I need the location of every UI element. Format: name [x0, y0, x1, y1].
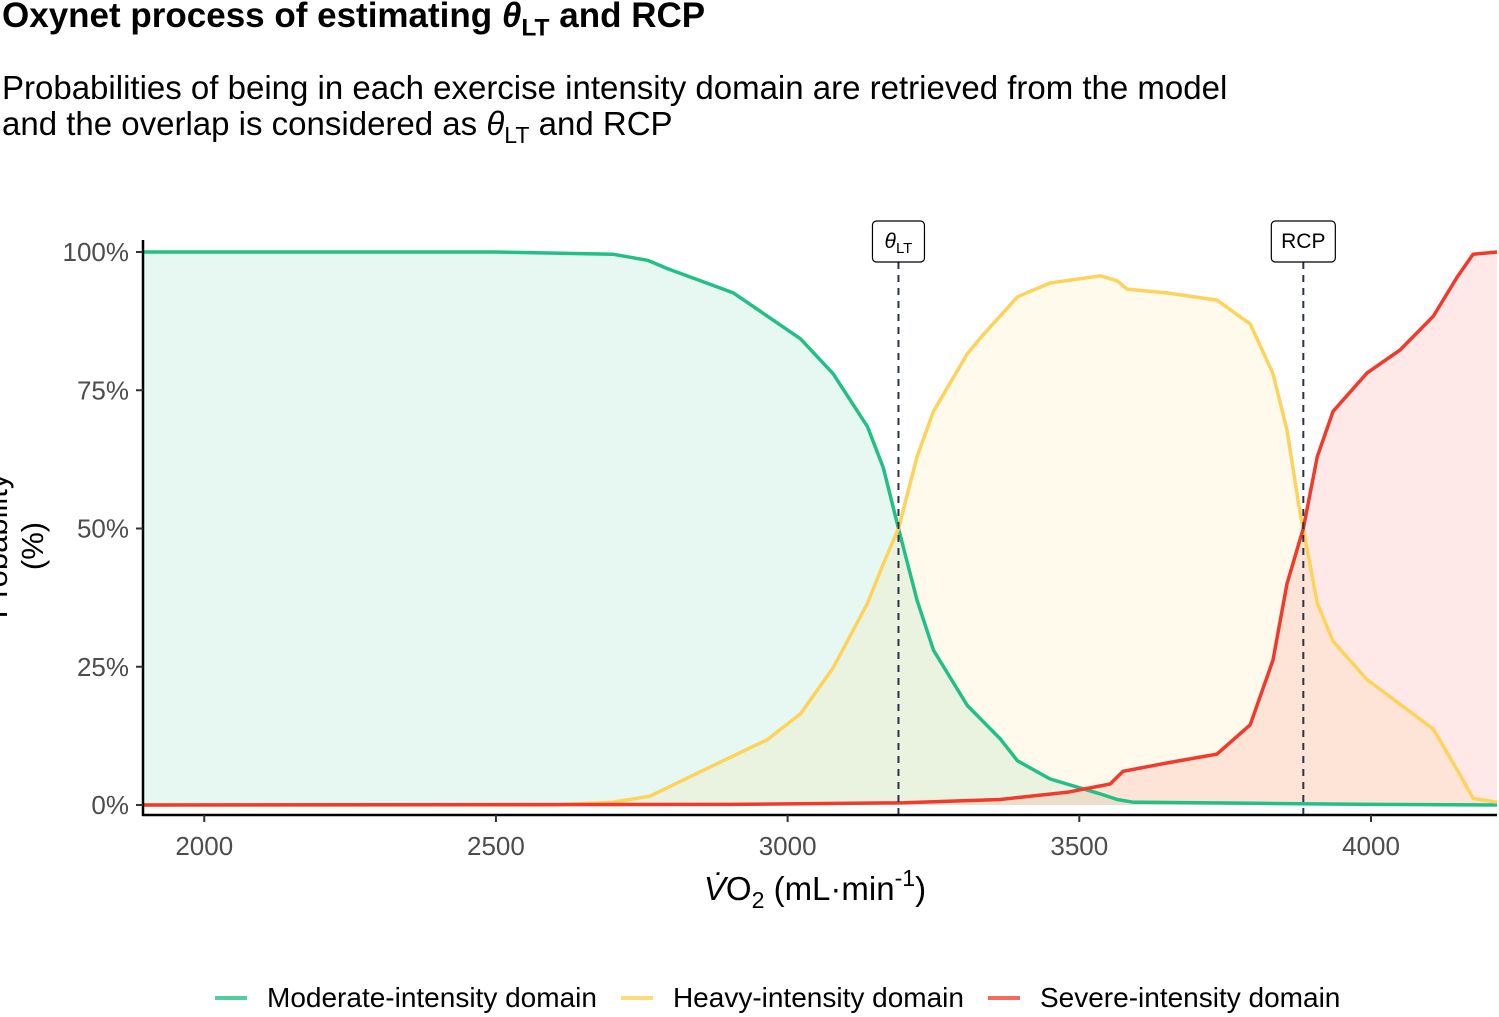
- x-tick-label: 2000: [175, 831, 233, 861]
- y-tick-label: 100%: [63, 237, 130, 267]
- legend-key-heavy: [620, 996, 653, 1000]
- legend-label: Moderate-intensity domain: [267, 982, 597, 1013]
- legend-key-severe: [987, 996, 1020, 1000]
- annotation-label-0: θLT: [885, 230, 913, 257]
- x-tick-label: 4000: [1342, 831, 1400, 861]
- y-tick-label: 50%: [77, 514, 129, 544]
- y-tick-label: 25%: [77, 652, 129, 682]
- series-line-2: [142, 250, 1498, 807]
- y-tick-label: 0%: [91, 790, 129, 820]
- series-area-0: [143, 252, 1497, 805]
- annotation-label-box-0: [871, 220, 926, 263]
- annotation-label-box-1: [1270, 220, 1336, 263]
- series-line-1: [143, 274, 1498, 807]
- legend-item-moderate: Moderate-intensity domain: [215, 982, 597, 1014]
- legend-item-heavy: Heavy-intensity domain: [620, 982, 964, 1014]
- y-axis-title: Probability (%): [0, 473, 50, 619]
- legend-label: Heavy-intensity domain: [672, 982, 964, 1013]
- subtitle-line-1: Probabilities of being in each exercise …: [2, 69, 1228, 106]
- series-line-0: [143, 250, 1498, 807]
- chart-subtitle: Probabilities of being in each exercise …: [2, 69, 1228, 149]
- legend: Moderate-intensity domain Heavy-intensit…: [215, 982, 1364, 1014]
- legend-key-moderate: [215, 996, 247, 1000]
- annotation-label-1: RCP: [1281, 230, 1325, 253]
- chart-title: Oxynet process of estimating θLT and RCP: [2, 0, 706, 42]
- series-area-1: [143, 275, 1497, 805]
- legend-item-severe: Severe-intensity domain: [987, 982, 1341, 1014]
- x-tick-label: 3500: [1050, 831, 1108, 861]
- subtitle-line-2: and the overlap is considered as θLT and…: [2, 105, 673, 149]
- x-axis-title: V̇O2 (mL·min-1): [703, 865, 927, 914]
- legend-label: Severe-intensity domain: [1039, 982, 1341, 1013]
- x-tick-label: 2500: [467, 831, 525, 861]
- x-tick-label: 3000: [759, 831, 817, 861]
- y-tick-label: 75%: [77, 375, 129, 405]
- series-area-2: [143, 252, 1497, 805]
